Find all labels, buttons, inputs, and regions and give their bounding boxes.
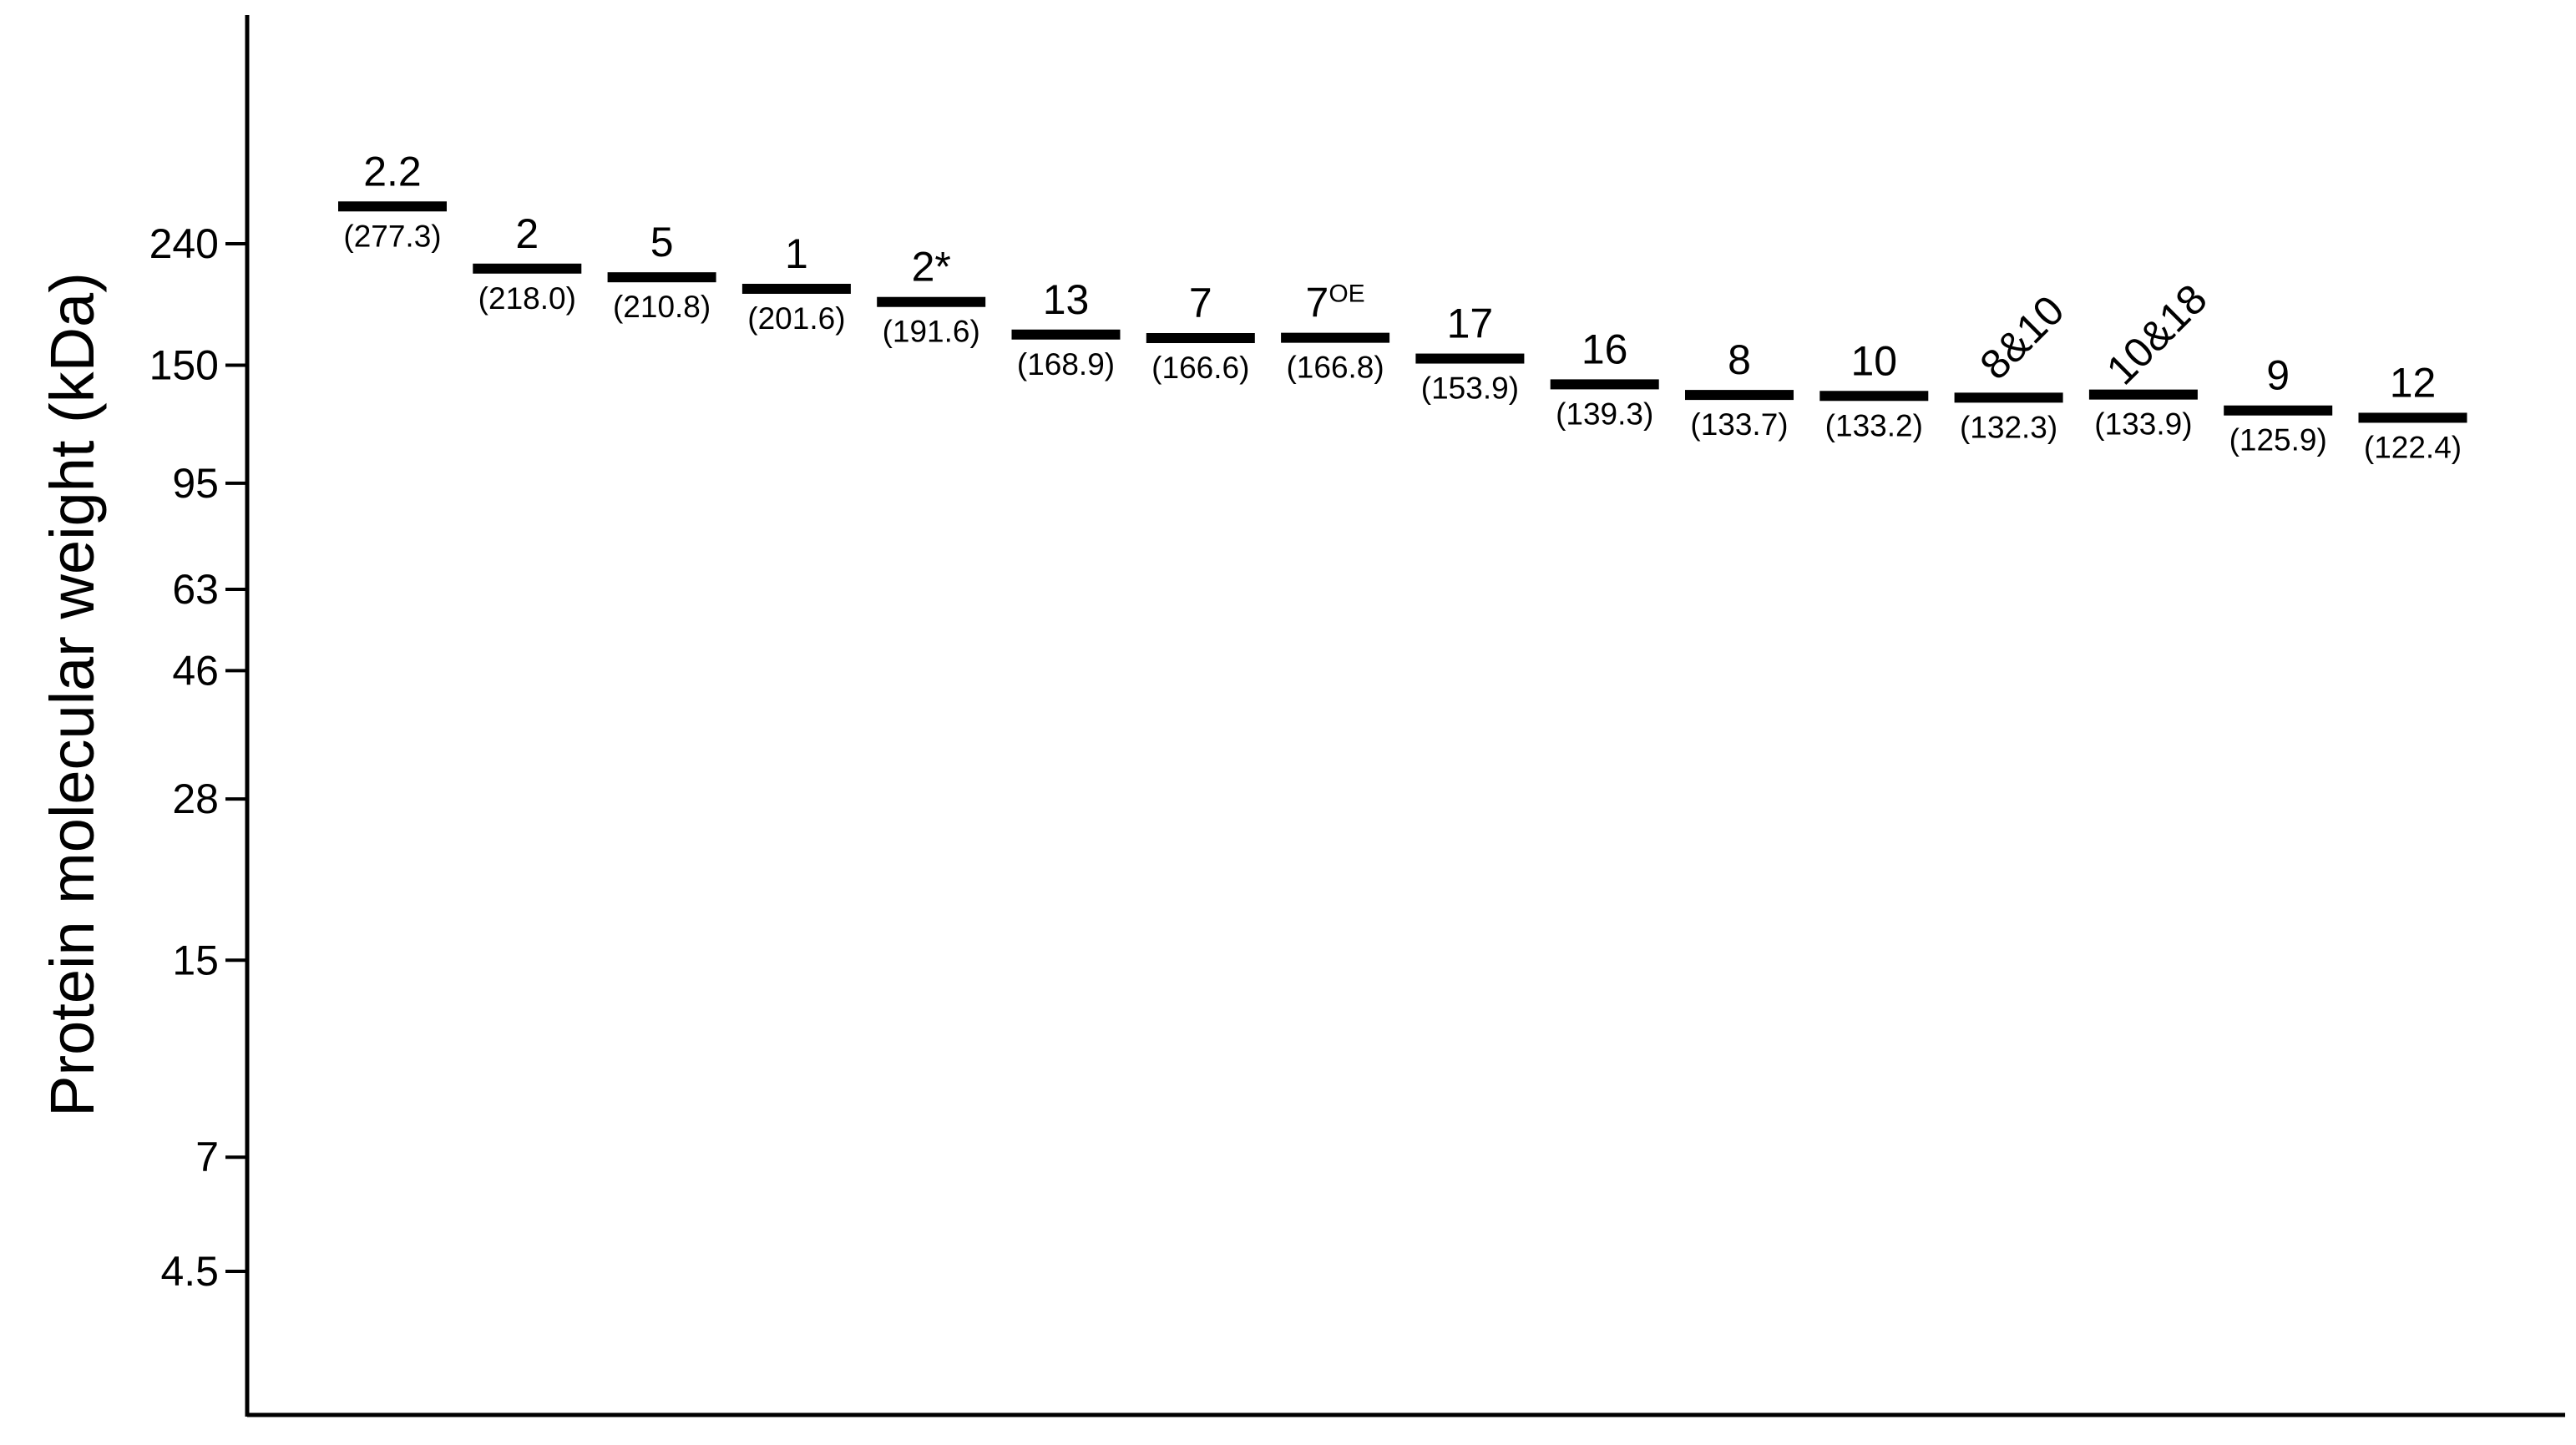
band-bar — [1281, 332, 1390, 343]
band-bar — [1011, 329, 1121, 340]
band-mw-label: (277.3) — [343, 219, 441, 253]
band-label: 12 — [2390, 359, 2437, 406]
band-bar — [473, 263, 582, 274]
y-tick-label: 240 — [149, 220, 219, 267]
y-tick-label: 4.5 — [160, 1248, 219, 1295]
band-bar — [877, 296, 986, 307]
band-mw-label: (139.3) — [1556, 397, 1653, 431]
band-bar — [1954, 392, 2063, 403]
band-label: 8&10 — [1971, 286, 2072, 388]
y-tick-label: 150 — [149, 341, 219, 388]
band-bar — [2358, 412, 2467, 423]
band-mw-label: (201.6) — [747, 301, 845, 336]
band-label: 13 — [1043, 276, 1090, 323]
band-label: 8 — [1728, 336, 1751, 383]
band-label: 10 — [1850, 337, 1897, 384]
band-label: 10&18 — [2098, 275, 2216, 394]
band-bar — [2224, 405, 2333, 416]
band-bar — [1819, 391, 1929, 402]
y-tick-label: 46 — [172, 647, 219, 694]
band-bar — [1685, 390, 1794, 401]
band-mw-label: (166.8) — [1286, 351, 1384, 385]
band-mw-label: (133.9) — [2094, 407, 2192, 442]
band-bar — [1146, 333, 1255, 344]
band-mw-label: (218.0) — [478, 281, 576, 316]
band-bar — [2088, 389, 2198, 400]
y-axis-label: Protein molecular weight (kDa) — [38, 272, 107, 1117]
band-label: 17 — [1447, 301, 1494, 347]
band-bar — [1415, 353, 1525, 364]
band-label: 7OE — [1306, 280, 1365, 326]
band-mw-label: (132.3) — [1960, 410, 2057, 444]
band-bar — [1550, 379, 1659, 390]
y-tick-label: 28 — [172, 776, 219, 822]
band-label: 1 — [785, 230, 808, 277]
band-label: 2* — [912, 244, 951, 291]
band-label: 7 — [1189, 280, 1212, 326]
y-ticks: 240 150 95 63 46 28 15 7 4.5 — [149, 220, 247, 1295]
band-mw-label: (168.9) — [1017, 347, 1115, 381]
band-mw-label: (191.6) — [883, 315, 980, 349]
band-mw-label: (210.8) — [613, 290, 711, 324]
y-tick-label: 95 — [172, 460, 219, 507]
band-bar — [741, 283, 851, 294]
band-label: 5 — [650, 219, 674, 265]
y-tick-label: 63 — [172, 566, 219, 613]
y-tick-label: 15 — [172, 937, 219, 983]
band-mw-label: (133.7) — [1690, 407, 1788, 442]
band-mw-label: (122.4) — [2364, 430, 2462, 464]
band-mw-label: (166.6) — [1151, 351, 1249, 385]
band-label: 2.2 — [363, 148, 422, 195]
band-label: 9 — [2266, 352, 2290, 399]
band-label: 2 — [515, 210, 539, 257]
y-tick-label: 7 — [195, 1134, 219, 1180]
bands: 2.2 (277.3) 2 (218.0) 5 (210.8) 1 (201.6) 2* (191… — [338, 148, 2467, 464]
band-bar — [607, 272, 716, 283]
band-label: 16 — [1582, 326, 1628, 372]
band-mw-label: (133.2) — [1825, 408, 1923, 442]
band-mw-label: (125.9) — [2229, 423, 2327, 457]
band-bar — [338, 201, 447, 212]
band-mw-label: (153.9) — [1421, 371, 1519, 406]
